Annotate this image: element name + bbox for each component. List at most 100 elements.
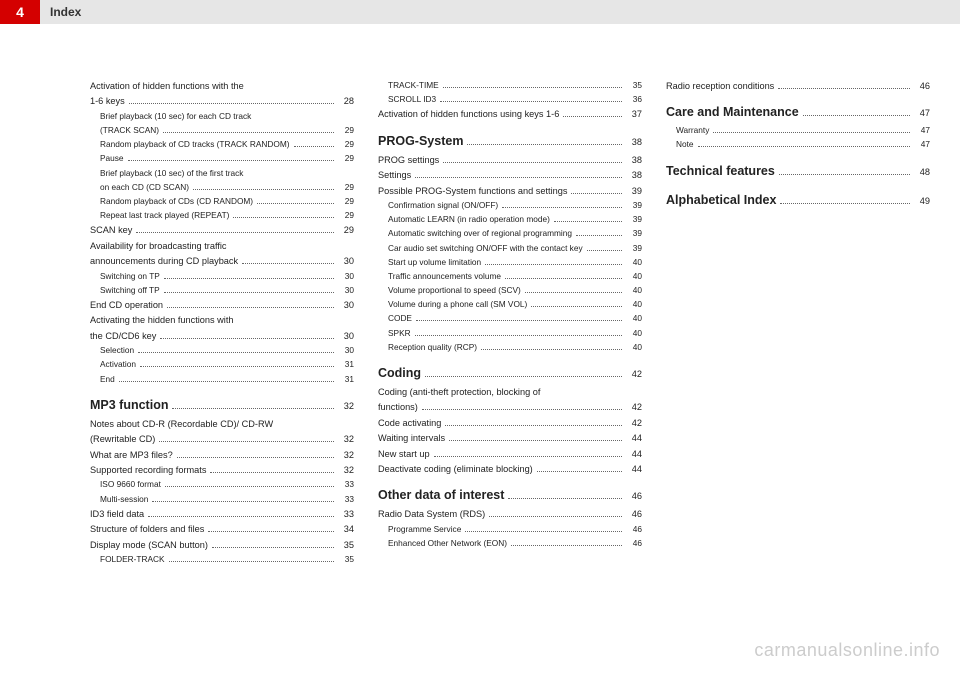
watermark-text: carmanualsonline.info	[754, 640, 940, 661]
entry-page: 32	[338, 464, 354, 476]
entry-page: 48	[914, 166, 930, 178]
entry-page: 40	[626, 271, 642, 282]
leader-dots	[780, 203, 910, 204]
sub-entry: Multi-session33	[90, 494, 354, 505]
leader-dots	[212, 547, 334, 548]
entry-label: End CD operation	[90, 299, 163, 311]
entry-label: Automatic LEARN (in radio operation mode…	[388, 214, 550, 225]
leader-dots	[208, 531, 334, 532]
leader-dots	[467, 144, 622, 145]
entry-label: ID3 field data	[90, 508, 144, 520]
entry-page: 46	[626, 508, 642, 520]
leader-dots	[698, 146, 910, 147]
leader-dots	[163, 132, 334, 133]
entry-page: 39	[626, 200, 642, 211]
entry-label: Multi-session	[100, 494, 148, 505]
sub-entry: TRACK-TIME35	[378, 80, 642, 91]
leader-dots	[136, 232, 334, 233]
sub-entry: Activation31	[90, 359, 354, 370]
index-entry: 1-6 keys 28	[90, 95, 354, 107]
sub-entry: Selection30	[90, 345, 354, 356]
entry-page: 32	[338, 433, 354, 445]
leader-dots	[294, 146, 335, 147]
entry-page: 33	[338, 508, 354, 520]
entry-label: Repeat last track played (REPEAT)	[100, 210, 229, 221]
entry-label: Activating the hidden functions with	[90, 314, 234, 326]
entry-page: 29	[338, 196, 354, 207]
index-entry: ID3 field data 33	[90, 508, 354, 520]
entry-page: 29	[338, 125, 354, 136]
index-entry: PROG settings38	[378, 154, 642, 166]
entry-page: 49	[914, 195, 930, 207]
sub-entry: Volume proportional to speed (SCV)40	[378, 285, 642, 296]
index-entry: SCAN key29	[90, 224, 354, 236]
entry-label: Radio reception conditions	[666, 80, 774, 92]
leader-dots	[576, 235, 622, 236]
leader-dots	[242, 263, 334, 264]
leader-dots	[440, 101, 622, 102]
entry-page: 40	[626, 313, 642, 324]
leader-dots	[152, 501, 334, 502]
entry-page: 38	[626, 169, 642, 181]
leader-dots	[502, 207, 622, 208]
leader-dots	[148, 516, 334, 517]
entry-label: Activation	[100, 359, 136, 370]
entry-page: 44	[626, 463, 642, 475]
leader-dots	[129, 103, 334, 104]
leader-dots	[489, 516, 622, 517]
leader-dots	[587, 250, 622, 251]
leader-dots	[778, 88, 910, 89]
index-content: Activation of hidden functions with the 1…	[90, 80, 930, 639]
page-number-badge: 4	[0, 0, 40, 24]
entry-page: 29	[338, 153, 354, 164]
entry-label: SPKR	[388, 328, 411, 339]
entry-label: End	[100, 374, 115, 385]
entry-page: 46	[914, 80, 930, 92]
entry-page: 46	[626, 524, 642, 535]
entry-label: Selection	[100, 345, 134, 356]
entry-page: 42	[626, 401, 642, 413]
sub-entry: Reception quality (RCP)40	[378, 342, 642, 353]
entry-label: 1-6 keys	[90, 95, 125, 107]
entry-label: CODE	[388, 313, 412, 324]
entry-label: Display mode (SCAN button)	[90, 539, 208, 551]
sub-entry: Random playback of CDs (CD RANDOM)29	[90, 196, 354, 207]
entry-label: Warranty	[676, 125, 709, 136]
entry-label: PROG-System	[378, 133, 463, 150]
entry-label: Possible PROG-System functions and setti…	[378, 185, 567, 197]
entry-page: 47	[914, 107, 930, 119]
entry-label: Brief playback (10 sec) for each CD trac…	[100, 111, 251, 122]
entry-label: Traffic announcements volume	[388, 271, 501, 282]
leader-dots	[443, 87, 622, 88]
sub-entry: Random playback of CD tracks (TRACK RAND…	[90, 139, 354, 150]
entry-label: Activation of hidden functions with the	[90, 80, 244, 92]
index-entry: functions)42	[378, 401, 642, 413]
leader-dots	[160, 338, 334, 339]
index-entry: Possible PROG-System functions and setti…	[378, 185, 642, 197]
section-entry: MP3 function32	[90, 397, 354, 414]
index-entry: announcements during CD playback30	[90, 255, 354, 267]
entry-page: 30	[338, 330, 354, 342]
index-entry: (Rewritable CD) 32	[90, 433, 354, 445]
section-entry: Coding42	[378, 365, 642, 382]
entry-label: Coding (anti-theft protection, blocking …	[378, 386, 540, 398]
leader-dots	[445, 425, 622, 426]
entry-label: Notes about CD-R (Recordable CD)/ CD-RW	[90, 418, 273, 430]
entry-label: Volume proportional to speed (SCV)	[388, 285, 521, 296]
index-entry: Radio Data System (RDS)46	[378, 508, 642, 520]
entry-page: 37	[626, 108, 642, 120]
index-entry: Deactivate coding (eliminate blocking)44	[378, 463, 642, 475]
sub-entry: End31	[90, 374, 354, 385]
leader-dots	[425, 376, 622, 377]
sub-entry: (TRACK SCAN)29	[90, 125, 354, 136]
index-entry: Code activating42	[378, 417, 642, 429]
index-entry: Supported recording formats32	[90, 464, 354, 476]
entry-page: 35	[338, 539, 354, 551]
leader-dots	[505, 278, 622, 279]
leader-dots	[422, 409, 622, 410]
entry-page: 46	[626, 538, 642, 549]
entry-page: 28	[338, 95, 354, 107]
entry-label: (Rewritable CD)	[90, 433, 155, 445]
sub-entry: Start up volume limitation40	[378, 257, 642, 268]
entry-label: Other data of interest	[378, 487, 504, 504]
